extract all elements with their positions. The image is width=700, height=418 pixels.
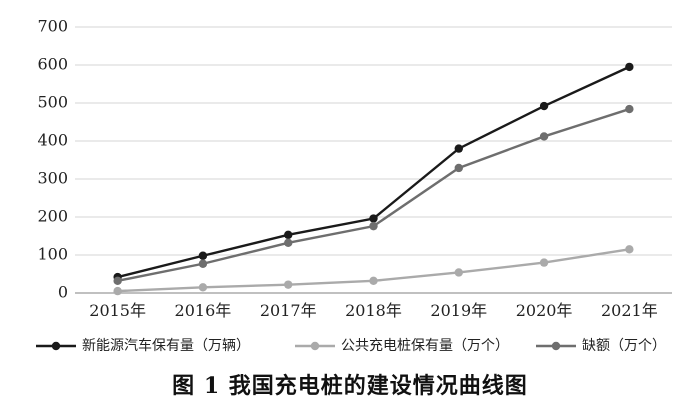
x-tick-label: 2016年 <box>175 301 232 320</box>
y-tick-label: 500 <box>37 93 68 112</box>
data-point <box>284 280 293 289</box>
data-point <box>454 268 463 277</box>
y-tick-label: 100 <box>37 245 68 264</box>
x-axis-ticks: 2015年 2016年 2017年 2018年 2019年 2020年 2021年 <box>89 301 657 320</box>
legend-label: 缺额（万个） <box>582 338 666 354</box>
x-tick-label: 2020年 <box>516 301 573 320</box>
y-tick-label: 400 <box>37 131 68 150</box>
data-point <box>625 104 634 114</box>
data-point <box>454 144 463 153</box>
y-tick-label: 700 <box>37 17 68 36</box>
data-point <box>369 221 378 231</box>
legend-item: 新能源汽车保有量（万辆） <box>36 337 250 354</box>
data-point <box>198 259 208 268</box>
y-tick-label: 600 <box>37 55 68 74</box>
series-1 <box>113 62 634 282</box>
legend-marker <box>310 341 320 351</box>
data-point <box>284 230 293 240</box>
data-point <box>454 163 463 173</box>
data-point <box>198 283 208 292</box>
x-tick-label: 2018年 <box>345 301 402 320</box>
data-point <box>369 214 378 223</box>
data-point <box>284 238 293 248</box>
series-3 <box>113 104 634 286</box>
figure-caption: 图 1 我国充电桩的建设情况曲线图 <box>172 373 528 399</box>
legend-marker <box>51 341 61 351</box>
x-tick-label: 2021年 <box>601 301 658 320</box>
data-point <box>539 258 549 267</box>
data-point <box>198 251 208 260</box>
series-2 <box>113 245 634 296</box>
y-tick-label: 0 <box>58 283 68 302</box>
legend: 新能源汽车保有量（万辆） 公共充电桩保有量（万个） 缺额（万个） <box>36 337 666 354</box>
x-tick-label: 2015年 <box>89 301 146 320</box>
data-point <box>113 286 122 296</box>
series-line <box>117 65 630 279</box>
data-point <box>113 276 122 286</box>
y-tick-label: 300 <box>37 169 68 188</box>
legend-item: 公共充电桩保有量（万个） <box>295 337 509 354</box>
data-point <box>369 276 378 286</box>
x-tick-label: 2019年 <box>430 301 487 320</box>
grid-lines <box>75 26 672 294</box>
data-point <box>625 245 634 254</box>
legend-label: 公共充电桩保有量（万个） <box>341 337 509 354</box>
y-axis-ticks: 0 100 200 300 400 500 600 700 <box>37 17 68 302</box>
series-lines <box>113 62 634 296</box>
legend-marker <box>551 341 561 351</box>
legend-item: 缺额（万个） <box>536 338 666 354</box>
x-tick-label: 2017年 <box>260 301 317 320</box>
y-tick-label: 200 <box>37 207 68 226</box>
data-point <box>539 101 549 111</box>
data-point <box>625 62 634 72</box>
legend-label: 新能源汽车保有量（万辆） <box>82 337 250 354</box>
data-point <box>539 132 549 141</box>
